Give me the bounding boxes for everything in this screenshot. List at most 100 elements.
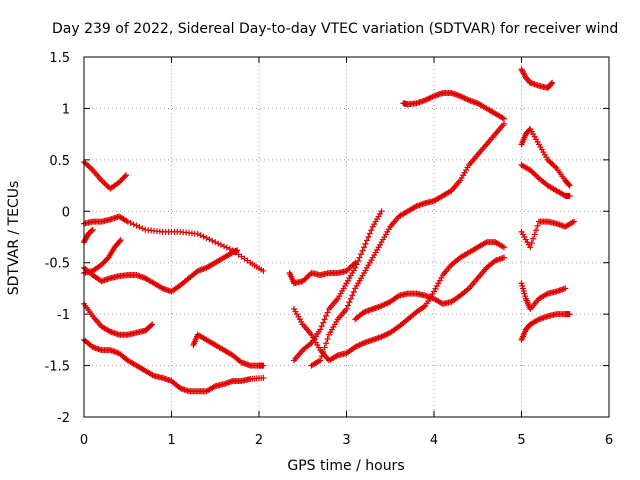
- x-tick-label: 3: [342, 433, 350, 448]
- data-point: [343, 306, 350, 312]
- data-point: [221, 243, 227, 250]
- data-point: [347, 263, 354, 270]
- data-point: [260, 362, 267, 369]
- data-point: [359, 247, 366, 254]
- data-point: [82, 160, 89, 167]
- data-point: [299, 278, 306, 285]
- data-point: [528, 240, 535, 246]
- series-arc-m: [352, 254, 507, 323]
- data-point: [123, 172, 129, 179]
- data-point: [121, 173, 128, 180]
- data-point: [321, 316, 328, 323]
- data-point: [323, 340, 330, 347]
- series-arc-a: [81, 158, 129, 192]
- data-point: [547, 159, 554, 166]
- data-point: [550, 162, 557, 169]
- y-tick-label: -1: [57, 308, 70, 323]
- series-arc-o: [518, 66, 556, 91]
- data-point: [344, 302, 351, 309]
- data-point: [533, 172, 540, 179]
- data-point: [99, 178, 106, 185]
- data-point: [307, 271, 314, 278]
- y-axis-label: SDTVAR / TECUs: [6, 181, 22, 296]
- data-point: [223, 244, 230, 251]
- data-point: [436, 277, 443, 284]
- data-point: [89, 227, 96, 234]
- data-point: [347, 295, 354, 302]
- data-point: [565, 181, 572, 188]
- data-point: [549, 160, 556, 167]
- data-point: [350, 288, 357, 295]
- y-tick-label: -1.5: [45, 360, 70, 375]
- data-point: [435, 280, 442, 287]
- data-point: [501, 115, 507, 122]
- data-point: [533, 227, 540, 234]
- data-point: [530, 169, 537, 176]
- data-point: [343, 267, 350, 274]
- data-point: [200, 233, 207, 240]
- data-point: [534, 222, 541, 229]
- data-points: [81, 66, 577, 395]
- data-point: [323, 312, 330, 319]
- data-point: [197, 232, 204, 239]
- data-point: [260, 267, 267, 274]
- data-point: [209, 237, 216, 244]
- data-point: [321, 344, 328, 351]
- series-arc-n: [400, 90, 507, 122]
- data-point: [89, 226, 96, 233]
- data-point: [530, 235, 537, 242]
- series-arc-g: [81, 336, 267, 395]
- data-point: [432, 285, 439, 292]
- axis-ticks: 0 1 2 3 4 5 6 -2 -1.5 -1 -0.5 0 0.5 1 1.5: [45, 51, 614, 448]
- data-point: [101, 180, 108, 187]
- data-point: [85, 163, 92, 170]
- data-point: [124, 218, 131, 225]
- series-arc-d: [81, 247, 241, 295]
- series-arc-t: [518, 311, 573, 343]
- y-tick-label: -2: [57, 411, 70, 426]
- data-point: [117, 237, 124, 244]
- y-tick-label: 0: [62, 205, 70, 220]
- data-point: [215, 240, 222, 247]
- data-point: [133, 222, 140, 229]
- series-arc-e: [81, 237, 124, 276]
- grid: [84, 57, 609, 417]
- data-point: [366, 230, 373, 237]
- data-point: [362, 240, 369, 247]
- data-point: [546, 158, 553, 165]
- data-point: [501, 254, 507, 261]
- data-point: [302, 275, 309, 282]
- data-point: [368, 227, 375, 234]
- series-arc-f: [81, 300, 156, 338]
- data-point: [317, 326, 324, 333]
- series-arc-b: [81, 213, 267, 274]
- data-point: [139, 225, 146, 232]
- data-point: [349, 292, 356, 299]
- x-axis-label: GPS time / hours: [287, 458, 404, 474]
- data-point: [234, 247, 241, 254]
- y-tick-label: 1.5: [49, 51, 70, 66]
- series-arc-p: [518, 126, 573, 189]
- data-point: [317, 357, 324, 364]
- data-point: [127, 219, 134, 226]
- data-point: [552, 163, 559, 170]
- series-arc-k: [291, 239, 507, 364]
- data-point: [365, 234, 372, 240]
- data-point: [346, 299, 353, 306]
- data-point: [527, 244, 534, 251]
- x-tick-label: 4: [430, 433, 438, 448]
- data-point: [531, 171, 538, 178]
- data-point: [324, 336, 331, 342]
- data-point: [83, 161, 90, 168]
- data-point: [566, 182, 573, 189]
- data-point: [318, 353, 325, 360]
- data-point: [148, 322, 155, 329]
- data-point: [566, 192, 573, 199]
- data-point: [358, 251, 365, 258]
- series-arc-h: [190, 331, 267, 369]
- data-point: [549, 79, 556, 86]
- data-point: [102, 181, 109, 188]
- data-point: [320, 348, 327, 355]
- x-tick-label: 1: [167, 433, 175, 448]
